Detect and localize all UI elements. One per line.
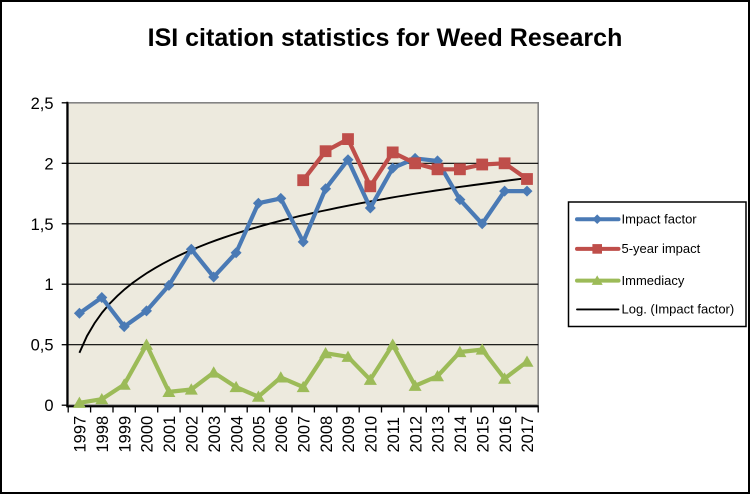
svg-text:2,5: 2,5 (31, 95, 54, 113)
svg-text:1998: 1998 (94, 416, 112, 453)
svg-text:2014: 2014 (452, 416, 470, 453)
svg-text:2000: 2000 (139, 416, 157, 453)
svg-text:2006: 2006 (273, 416, 291, 453)
svg-text:2017: 2017 (519, 416, 537, 453)
svg-text:Impact factor: Impact factor (622, 212, 698, 227)
svg-text:0: 0 (44, 397, 53, 415)
svg-text:2: 2 (44, 155, 53, 173)
svg-text:2013: 2013 (430, 416, 448, 453)
svg-text:1: 1 (44, 276, 53, 294)
svg-text:2004: 2004 (228, 416, 246, 453)
svg-text:ISI citation statistics for We: ISI citation statistics for Weed Researc… (148, 24, 623, 52)
svg-text:2009: 2009 (340, 416, 358, 453)
svg-text:2011: 2011 (385, 417, 403, 452)
svg-text:2016: 2016 (497, 416, 515, 453)
svg-text:2008: 2008 (318, 416, 336, 453)
svg-text:2002: 2002 (184, 416, 202, 453)
svg-text:2015: 2015 (474, 416, 492, 453)
svg-text:2001: 2001 (161, 416, 179, 453)
svg-text:1997: 1997 (72, 416, 90, 453)
svg-text:2005: 2005 (251, 416, 269, 453)
svg-text:0,5: 0,5 (31, 337, 54, 355)
svg-text:1999: 1999 (116, 416, 134, 453)
svg-text:2012: 2012 (407, 416, 425, 453)
svg-text:2007: 2007 (295, 416, 313, 453)
svg-text:2003: 2003 (206, 416, 224, 453)
svg-text:1,5: 1,5 (31, 216, 54, 234)
svg-text:5-year impact: 5-year impact (622, 241, 701, 256)
svg-text:Log. (Impact factor): Log. (Impact factor) (622, 302, 735, 317)
svg-text:2010: 2010 (363, 416, 381, 453)
svg-text:Immediacy: Immediacy (622, 273, 685, 288)
